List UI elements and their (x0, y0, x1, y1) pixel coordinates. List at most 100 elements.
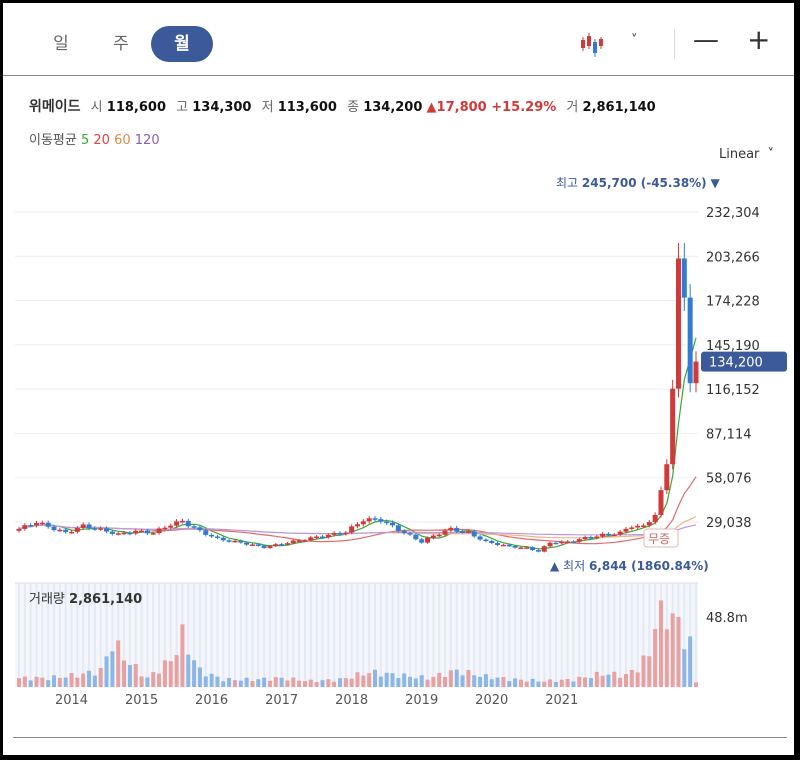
candle-body (605, 533, 611, 536)
volume-bar (87, 670, 92, 687)
candle-body (261, 545, 267, 548)
volume-bar (320, 680, 325, 687)
volume-bar (635, 672, 640, 687)
high-value: 134,300 (192, 100, 252, 115)
candle-body (360, 521, 366, 525)
zoom-out-button[interactable]: — (693, 25, 719, 55)
volume-bar (565, 678, 570, 687)
volume-bar (408, 676, 413, 687)
candle-body (401, 530, 407, 534)
candle-body (191, 526, 197, 528)
candle-body (34, 523, 40, 526)
candle-body (576, 539, 582, 542)
moving-average-legend: 이동평균 5 20 60 120 (29, 129, 160, 148)
volume-bar (69, 673, 74, 687)
annotation-box (643, 528, 679, 548)
ma-line-5 (18, 337, 697, 550)
volume-bar (244, 677, 249, 687)
volume-bar (466, 669, 471, 687)
candle-body (104, 528, 110, 532)
volume-bar (676, 616, 681, 687)
candle-body (600, 533, 606, 537)
candle-body (646, 522, 652, 526)
stock-name: 위메이드 (29, 99, 81, 115)
tab-week[interactable]: 주 (113, 34, 129, 54)
candle-body (162, 527, 168, 530)
volume-bar (606, 674, 611, 687)
volume-bar (384, 672, 389, 687)
candle-body (652, 514, 658, 523)
candle-body (500, 544, 506, 547)
volume-bar (92, 675, 97, 687)
candle-body (226, 540, 232, 542)
volume-bar (653, 629, 658, 687)
ma-20: 20 (93, 133, 110, 148)
high-label: 고 (176, 100, 189, 115)
change-value: ▲17,800 +15.29% (426, 100, 557, 115)
candle-body (594, 536, 600, 539)
candle-body (611, 534, 617, 537)
candle-body (57, 529, 63, 532)
volume-bar (413, 678, 418, 687)
candle-body (150, 533, 156, 535)
candle-body (22, 525, 28, 529)
volume-bar (530, 678, 535, 687)
candle-body (121, 532, 127, 535)
volume-bar (349, 678, 354, 687)
candle-body (378, 519, 384, 522)
candle-body (109, 531, 115, 534)
ma-line-120 (18, 524, 697, 536)
zoom-in-button[interactable]: + (747, 23, 771, 56)
candle-body (582, 537, 588, 540)
candle-body (214, 536, 220, 538)
candle-body (675, 258, 681, 389)
volume-bar (542, 681, 547, 687)
tab-day[interactable]: 일 (53, 34, 69, 54)
volume-bar (227, 677, 232, 687)
candle-body (314, 536, 320, 539)
candle-body (39, 522, 45, 525)
volume-bar (192, 660, 197, 687)
y-tick-label: 174,228 (706, 295, 760, 310)
price-chart: 29,038 58,076 87,114 116,152 145,190 174,228 2… (15, 176, 787, 708)
candle-body (407, 533, 413, 535)
candle-body (174, 521, 180, 526)
candle-body (430, 535, 436, 538)
tab-month[interactable]: 월 (151, 26, 213, 62)
volume-bar (688, 636, 693, 687)
candle-body (284, 543, 290, 545)
candle-body (185, 520, 191, 527)
scale-dropdown[interactable]: Linear ˅ (719, 147, 774, 162)
candle-body (670, 388, 676, 465)
candlestick-icon[interactable] (580, 31, 606, 59)
open-value: 118,600 (106, 100, 166, 115)
volume-bar (256, 679, 261, 687)
volume-bar (390, 673, 395, 687)
volume-bar (553, 681, 558, 687)
volume-bar (104, 656, 109, 687)
candle-body (244, 542, 250, 545)
candle-body (349, 526, 355, 533)
volume-bar (600, 675, 605, 687)
candle-body (617, 531, 623, 535)
volume-bar (151, 672, 156, 687)
volume-bar (98, 667, 103, 687)
candle-body (28, 525, 34, 527)
volume-bar (355, 672, 360, 687)
candle-body (249, 544, 255, 546)
candle-body (553, 542, 559, 545)
volume-bar (443, 676, 448, 687)
volume-title: 거래량 2,861,140 (29, 588, 142, 607)
volume-bar (302, 681, 307, 687)
x-tick-label: 2020 (475, 693, 508, 708)
candle-body (512, 545, 518, 548)
candle-body (63, 529, 69, 533)
candle-body (69, 531, 75, 534)
chart-window: 일 주 월 ˅ — + 위메이드 시 118,600 고 134,300 저 1… (3, 3, 794, 755)
candle-body (98, 528, 104, 530)
volume-bar (215, 676, 220, 687)
chevron-down-icon[interactable]: ˅ (631, 33, 638, 48)
candle-body (74, 527, 80, 532)
candle-body (681, 258, 687, 298)
candle-body (588, 537, 594, 539)
